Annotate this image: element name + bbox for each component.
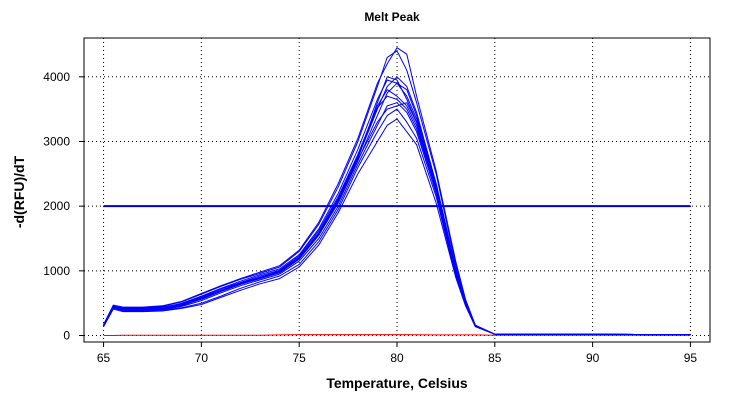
x-tick-label: 65 [97, 351, 111, 365]
sample-melt-curve [103, 50, 691, 336]
x-tick-label: 75 [293, 351, 307, 365]
sample-melt-curve [103, 118, 691, 336]
series-group [103, 47, 691, 336]
chart-title: Melt Peak [364, 10, 420, 24]
axis-ticks: 65 70 75 80 85 90 95 0 1000 2000 3000 4000 [43, 70, 697, 365]
sample-melt-curve [103, 76, 691, 336]
y-tick-label: 3000 [43, 134, 70, 148]
x-tick-label: 95 [684, 351, 698, 365]
y-tick-label: 1000 [43, 264, 70, 278]
sample-melt-curve [103, 47, 691, 336]
negative-control-line [103, 334, 691, 336]
x-tick-label: 70 [195, 351, 209, 365]
y-tick-label: 4000 [43, 70, 70, 84]
x-tick-label: 90 [586, 351, 600, 365]
x-axis-label: Temperature, Celsius [326, 375, 468, 391]
y-tick-label: 0 [63, 329, 70, 343]
y-axis-label: -d(RFU)/dT [11, 155, 27, 228]
x-tick-label: 85 [488, 351, 502, 365]
x-tick-label: 80 [390, 351, 404, 365]
sample-melt-curve [103, 95, 691, 336]
y-tick-label: 2000 [43, 199, 70, 213]
